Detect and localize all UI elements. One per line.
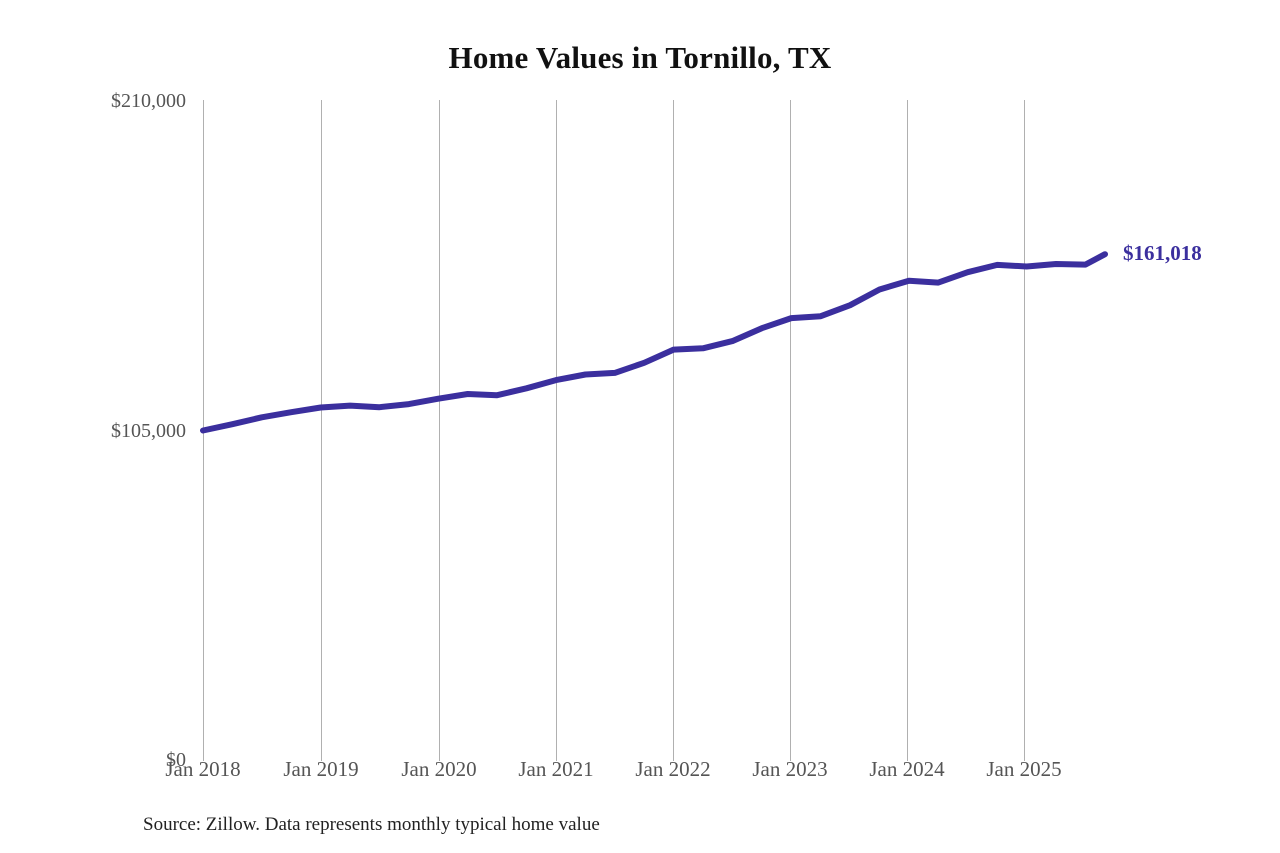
x-tick-label-jan-2022: Jan 2022 [635,757,711,781]
gridline-jan-2025 [1024,100,1025,761]
gridline-jan-2020 [439,100,440,761]
x-tick-label-jan-2019: Jan 2019 [283,757,359,781]
x-tick-label-jan-2023: Jan 2023 [752,757,828,781]
page-title: Home Values in Tornillo, TX [448,40,832,75]
gridline-jan-2019 [321,100,322,761]
gridline-jan-2021 [556,100,557,761]
gridline-jan-2024 [907,100,908,761]
x-tick-label-jan-2025: Jan 2025 [986,757,1062,781]
y-tick-label-105000: $105,000 [111,420,186,442]
home-value-series [200,251,1108,434]
x-tick-label-jan-2024: Jan 2024 [869,757,945,781]
gridline-jan-2023 [790,100,791,761]
y-tick-label-210000: $210,000 [111,90,186,112]
plot-area [200,100,1108,761]
source-note: Source: Zillow. Data represents monthly … [143,814,600,835]
x-tick-label-jan-2020: Jan 2020 [401,757,477,781]
y-tick-label-0: $0 [166,749,186,771]
y-axis: $210,000 $105,000 $0 [0,0,186,853]
gridline-jan-2022 [673,100,674,761]
x-tick-label-jan-2018: Jan 2018 [165,757,241,781]
x-tick-label-jan-2021: Jan 2021 [518,757,594,781]
series-end-value-label: $161,018 [1123,241,1202,266]
